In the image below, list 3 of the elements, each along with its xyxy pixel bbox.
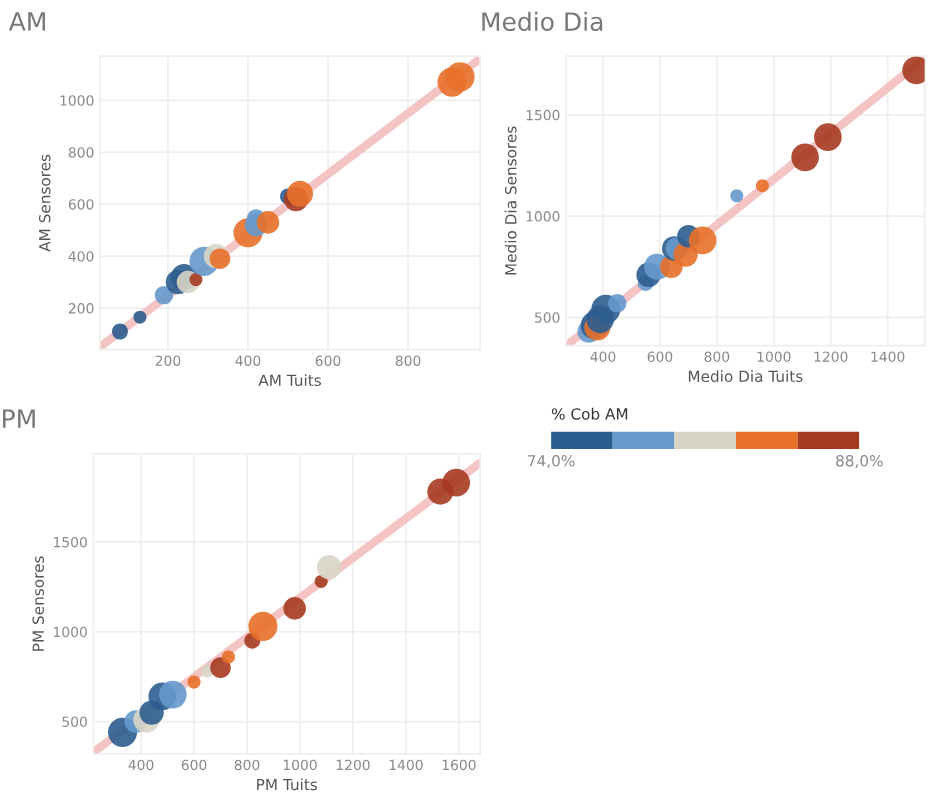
chart-title: AM [8,12,45,31]
chart-title: Medio Dia [482,11,603,32]
chart-title: PM [3,409,35,428]
